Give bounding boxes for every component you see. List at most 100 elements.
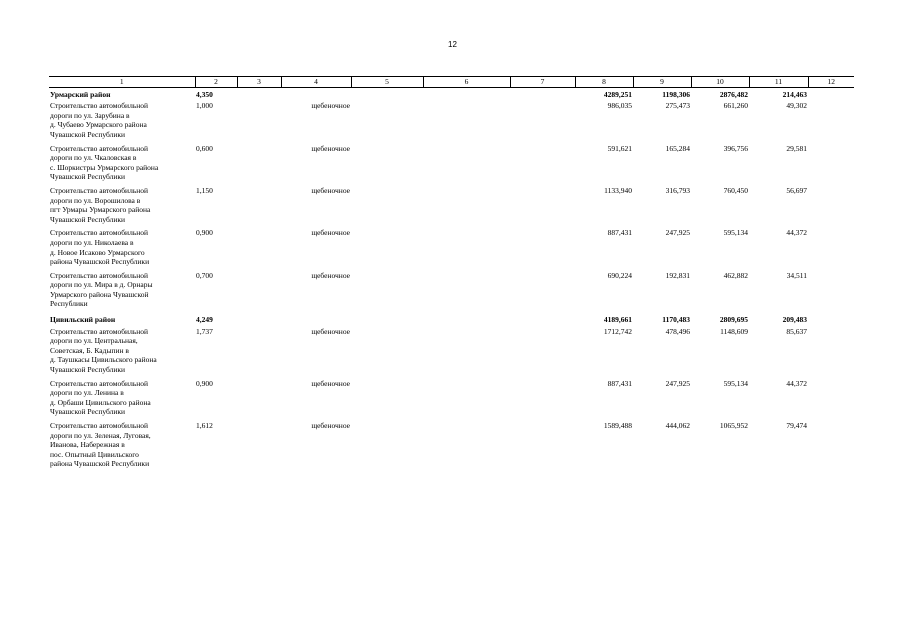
object-name-line: д. Таушкасы Цивильского района [50, 355, 157, 365]
column-header: 1 [49, 76, 195, 88]
object-name-line: Урмарского района Чувашской [50, 289, 149, 299]
cost-cell: 192,831 [665, 270, 690, 280]
object-name-line: дороги по ул. Центральная, [50, 336, 138, 346]
empty-cell [351, 313, 423, 327]
column-header: 9 [632, 76, 691, 88]
district-row: Урмарский район 4,350 4289,251 1198,306 2876… [49, 87, 854, 101]
cost-cell: 595,134 [723, 228, 748, 238]
surface-type-cell: щебеночное [311, 185, 350, 195]
cost-cell: 29,581 [786, 143, 807, 153]
object-name-line: Строительство автомобильной [50, 143, 149, 153]
empty-cell [237, 144, 281, 186]
empty-cell [423, 271, 510, 313]
empty-cell [510, 101, 575, 143]
object-name: Строительство автомобильной дороги по ул.… [49, 101, 195, 143]
length-cell: 1,000 [196, 101, 213, 111]
object-name-line: дороги по ул. Чкаловская в [50, 153, 137, 163]
district-name: Цивильский район [50, 315, 116, 325]
object-name-line: Чувашской Республики [50, 365, 126, 375]
empty-cell [351, 87, 423, 101]
object-name-line: Строительство автомобильной [50, 378, 149, 388]
empty-cell [351, 271, 423, 313]
surface-type-cell: щебеночное [311, 378, 350, 388]
cost-cell: 444,062 [665, 421, 690, 430]
total-cost-cell: 4189,661 [603, 315, 632, 325]
empty-cell [510, 313, 575, 327]
object-name: Строительство автомобильной дороги по ул.… [49, 186, 195, 228]
cost-cell: 2809,695 [719, 315, 748, 325]
cost-cell: 595,134 [723, 378, 748, 388]
empty-cell [808, 379, 854, 421]
empty-cell [510, 327, 575, 379]
cost-cell: 209,483 [782, 315, 807, 325]
object-name-line: Республики [50, 299, 88, 309]
object-name: Строительство автомобильной дороги по ул.… [49, 327, 195, 379]
length-cell: 4,249 [196, 315, 213, 325]
cost-cell: 85,637 [786, 326, 807, 336]
total-cost-cell: 1712,742 [603, 326, 632, 336]
column-header: 8 [574, 76, 633, 88]
object-name-line: Строительство автомобильной [50, 185, 149, 195]
total-cost-cell: 4289,251 [603, 89, 632, 99]
total-cost-cell: 986,035 [607, 101, 632, 111]
column-header: 6 [422, 76, 510, 88]
object-name-line: Строительство автомобильной [50, 421, 149, 430]
empty-cell [510, 379, 575, 421]
empty-cell [808, 421, 854, 473]
empty-cell [237, 313, 281, 327]
column-header: 4 [280, 76, 351, 88]
empty-cell [423, 87, 510, 101]
cost-cell: 661,260 [723, 101, 748, 111]
empty-cell [808, 271, 854, 313]
object-name-line: д. Новое Исаково Урмарского [50, 247, 145, 257]
object-name-line: дороги по ул. Зеленая, Луговая, [50, 430, 151, 440]
object-name: Строительство автомобильной дороги по ул.… [49, 144, 195, 186]
cost-cell: 56,697 [786, 185, 807, 195]
cost-cell: 1065,952 [719, 421, 748, 430]
surface-type-cell: щебеночное [311, 270, 350, 280]
empty-cell [808, 87, 854, 101]
empty-cell [510, 271, 575, 313]
length-cell: 1,737 [196, 326, 213, 336]
object-name-line: д. Чубаево Урмарского района [50, 120, 147, 130]
empty-cell [351, 327, 423, 379]
column-header: 12 [807, 76, 854, 88]
length-cell: 1,150 [196, 185, 213, 195]
object-name: Строительство автомобильной дороги по ул.… [49, 271, 195, 313]
table-row: Строительство автомобильной дороги по ул.… [49, 228, 854, 270]
object-name-line: дороги по ул. Ворошилова в [50, 195, 141, 205]
page-number: 12 [448, 40, 457, 49]
empty-cell [808, 186, 854, 228]
empty-cell [808, 313, 854, 327]
cost-cell: 1198,306 [662, 89, 690, 99]
object-name-line: Чувашской Республики [50, 129, 126, 139]
cost-cell: 214,463 [782, 89, 807, 99]
table-row: Строительство автомобильной дороги по ул.… [49, 186, 854, 228]
empty-cell [237, 87, 281, 101]
object-name: Строительство автомобильной дороги по ул.… [49, 421, 195, 473]
cost-cell: 79,474 [786, 421, 807, 430]
object-name-line: Строительство автомобильной [50, 270, 149, 280]
road-construction-table: 1 2 3 4 5 6 7 8 9 10 11 12 Урмарский рай… [49, 76, 854, 473]
total-cost-cell: 887,431 [607, 228, 632, 238]
empty-cell [423, 313, 510, 327]
district-name: Урмарский район [50, 89, 111, 99]
object-name-line: дороги по ул. Зарубина в [50, 110, 130, 120]
total-cost-cell: 887,431 [607, 378, 632, 388]
empty-cell [423, 421, 510, 473]
empty-cell [351, 144, 423, 186]
cost-cell: 760,450 [723, 185, 748, 195]
table-row: Строительство автомобильной дороги по ул.… [49, 379, 854, 421]
empty-cell [510, 186, 575, 228]
table-row: Строительство автомобильной дороги по ул.… [49, 327, 854, 379]
object-name-line: Иванова, Набережная в [50, 440, 125, 450]
empty-cell [237, 186, 281, 228]
cost-cell: 462,882 [723, 270, 748, 280]
object-name-line: д. Орбаши Цивильского района [50, 397, 151, 407]
object-name-line: Советская, Б. Кадыпин в [50, 345, 129, 355]
empty-cell [423, 186, 510, 228]
empty-cell [808, 144, 854, 186]
empty-cell [423, 144, 510, 186]
district-row: Цивильский район 4,249 4189,661 1170,483 280… [49, 313, 854, 327]
cost-cell: 316,793 [665, 185, 690, 195]
